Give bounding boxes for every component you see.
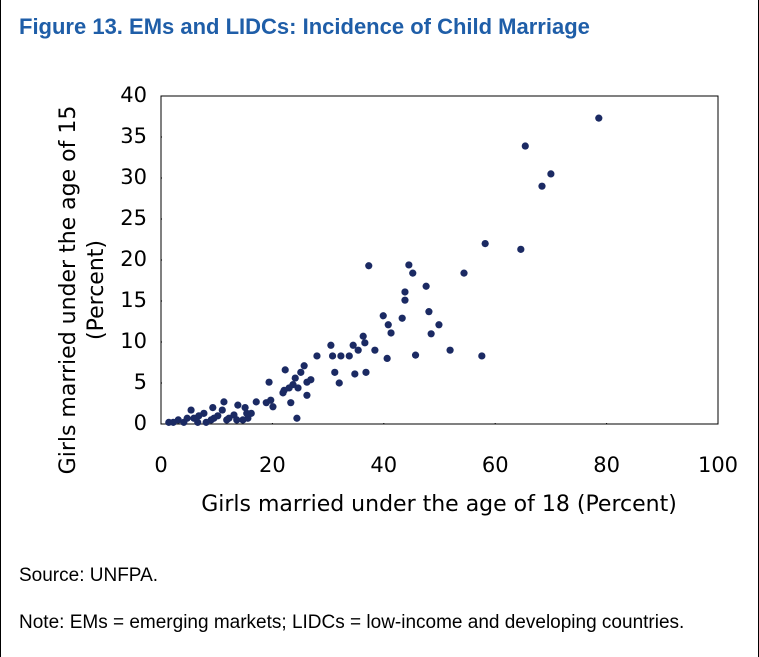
- point: [234, 401, 242, 409]
- y-tick-label: 0: [134, 411, 147, 435]
- point: [538, 182, 546, 190]
- point: [252, 398, 260, 406]
- point: [379, 312, 387, 320]
- point: [383, 354, 391, 362]
- point: [359, 332, 367, 340]
- point: [337, 352, 345, 360]
- point: [422, 282, 430, 290]
- point: [398, 314, 406, 322]
- point: [401, 288, 409, 296]
- point: [362, 368, 370, 376]
- y-tick-label: 25: [120, 206, 147, 230]
- note: Note: EMs = emerging markets; LIDCs = lo…: [19, 612, 685, 633]
- point: [209, 404, 217, 412]
- x-tick-label: 60: [482, 453, 509, 477]
- point: [220, 398, 228, 406]
- point: [287, 399, 295, 407]
- point: [354, 346, 362, 354]
- point: [425, 308, 433, 316]
- x-tick-label: 40: [370, 453, 397, 477]
- point: [300, 362, 308, 370]
- point: [401, 296, 409, 304]
- point: [446, 346, 454, 354]
- x-tick-label: 80: [593, 453, 620, 477]
- y-tick-label: 20: [120, 247, 147, 271]
- point: [345, 352, 353, 360]
- point: [331, 368, 339, 376]
- point: [547, 170, 555, 178]
- point: [313, 352, 321, 360]
- point: [194, 418, 202, 426]
- point: [371, 346, 379, 354]
- point: [180, 418, 188, 426]
- point: [165, 418, 173, 426]
- point: [478, 352, 486, 360]
- point: [233, 416, 241, 424]
- point: [460, 269, 468, 277]
- point: [218, 406, 226, 414]
- point: [281, 366, 289, 374]
- source: Source: UNFPA.: [19, 565, 159, 586]
- point: [291, 374, 299, 382]
- y-tick-label: 10: [120, 329, 147, 353]
- point: [262, 399, 270, 407]
- point: [427, 330, 435, 338]
- point: [411, 351, 420, 359]
- point: [517, 245, 525, 253]
- point: [239, 416, 247, 424]
- point: [384, 321, 392, 329]
- x-axis-label: Girls married under the age of 18 (Perce…: [201, 492, 677, 517]
- point: [327, 341, 335, 349]
- point: [293, 414, 301, 422]
- point: [349, 341, 357, 349]
- chart-title: Figure 13. EMs and LIDCs: Incidence of C…: [19, 14, 590, 39]
- point: [387, 329, 395, 337]
- x-tick-label: 100: [698, 453, 738, 477]
- point: [595, 114, 603, 122]
- point: [351, 370, 359, 378]
- point: [223, 416, 231, 424]
- point: [307, 376, 315, 384]
- point: [241, 404, 249, 412]
- point: [243, 409, 251, 417]
- point: [265, 378, 273, 386]
- point: [297, 368, 305, 376]
- point: [481, 240, 489, 248]
- point: [187, 406, 195, 414]
- point: [335, 379, 343, 387]
- point: [279, 389, 287, 397]
- point: [269, 403, 277, 411]
- point: [365, 262, 373, 270]
- y-tick-label: 35: [120, 124, 147, 148]
- point: [405, 261, 413, 269]
- y-axis-label: Girls married under the age of 15: [56, 106, 81, 475]
- x-tick-label: 20: [259, 453, 286, 477]
- plot-frame: [160, 95, 719, 425]
- x-tick-label: 0: [154, 453, 167, 477]
- chart: Figure 13. EMs and LIDCs: Incidence of C…: [19, 14, 738, 517]
- y-tick-label: 30: [120, 165, 147, 189]
- y-axis-label: (Percent): [84, 240, 109, 340]
- point: [202, 418, 210, 426]
- y-tick-label: 40: [120, 83, 147, 107]
- point: [361, 339, 369, 347]
- y-tick-label: 5: [134, 370, 147, 394]
- point: [435, 321, 443, 329]
- y-tick-label: 15: [120, 288, 147, 312]
- point: [303, 391, 311, 399]
- point: [409, 269, 417, 277]
- point: [521, 142, 529, 150]
- point: [328, 352, 337, 360]
